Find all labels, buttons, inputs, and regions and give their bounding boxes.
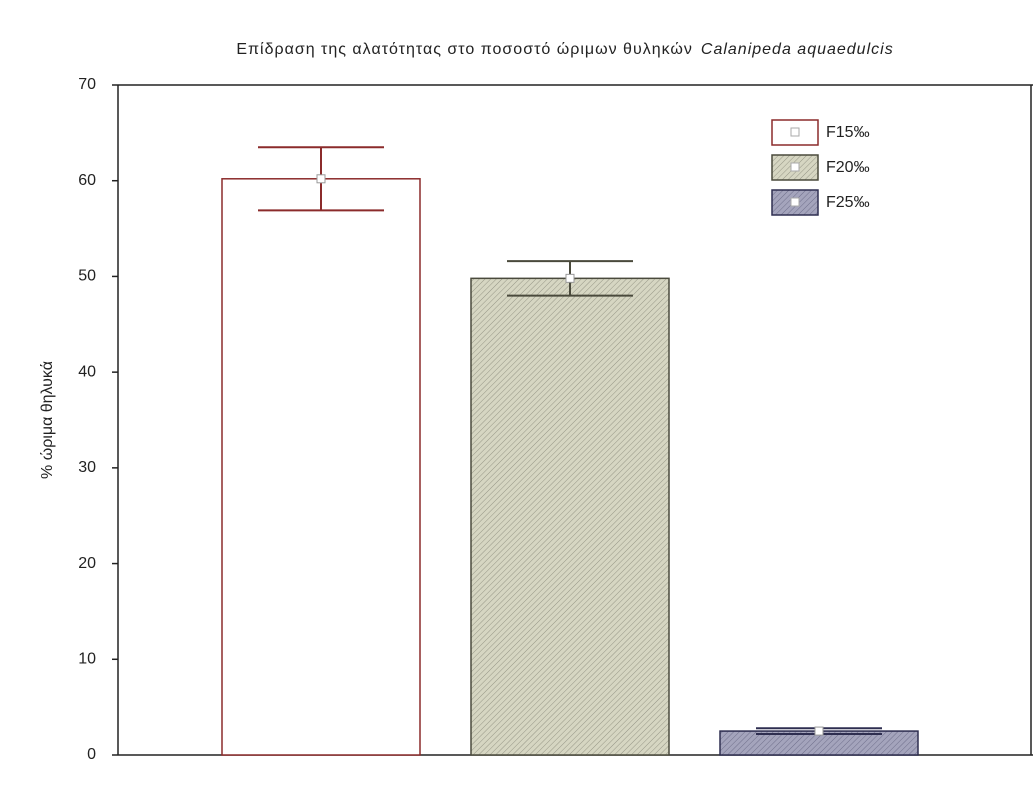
- legend-label: F20‰: [826, 159, 870, 176]
- y-tick-label: 30: [78, 459, 96, 476]
- bar: [221, 178, 421, 756]
- mean-marker: [565, 273, 575, 283]
- y-tick-label: 0: [87, 746, 96, 763]
- legend-marker: [790, 162, 800, 172]
- y-tick-label: 20: [78, 555, 96, 572]
- mean-marker: [316, 174, 326, 184]
- title-main: Επίδραση της αλατότητας στο ποσοστό ώριμ…: [236, 41, 693, 58]
- y-tick-label: 60: [78, 172, 96, 189]
- legend-label: F15‰: [826, 124, 870, 141]
- mean-marker: [814, 726, 824, 736]
- y-tick-label: 70: [78, 76, 96, 93]
- y-axis-label: % ώριμα θηλυκά: [39, 361, 56, 479]
- y-tick-label: 40: [78, 363, 96, 380]
- legend-label: F25‰: [826, 194, 870, 211]
- bar: [470, 277, 670, 756]
- chart-title: Επίδραση της αλατότητας στο ποσοστό ώριμ…: [236, 41, 893, 58]
- title-species: Calanipeda aquaedulcis: [701, 41, 894, 58]
- y-tick-label: 10: [78, 651, 96, 668]
- legend-swatch: [771, 189, 819, 216]
- y-tick-label: 50: [78, 268, 96, 285]
- legend-marker: [790, 127, 800, 137]
- legend-marker: [790, 197, 800, 207]
